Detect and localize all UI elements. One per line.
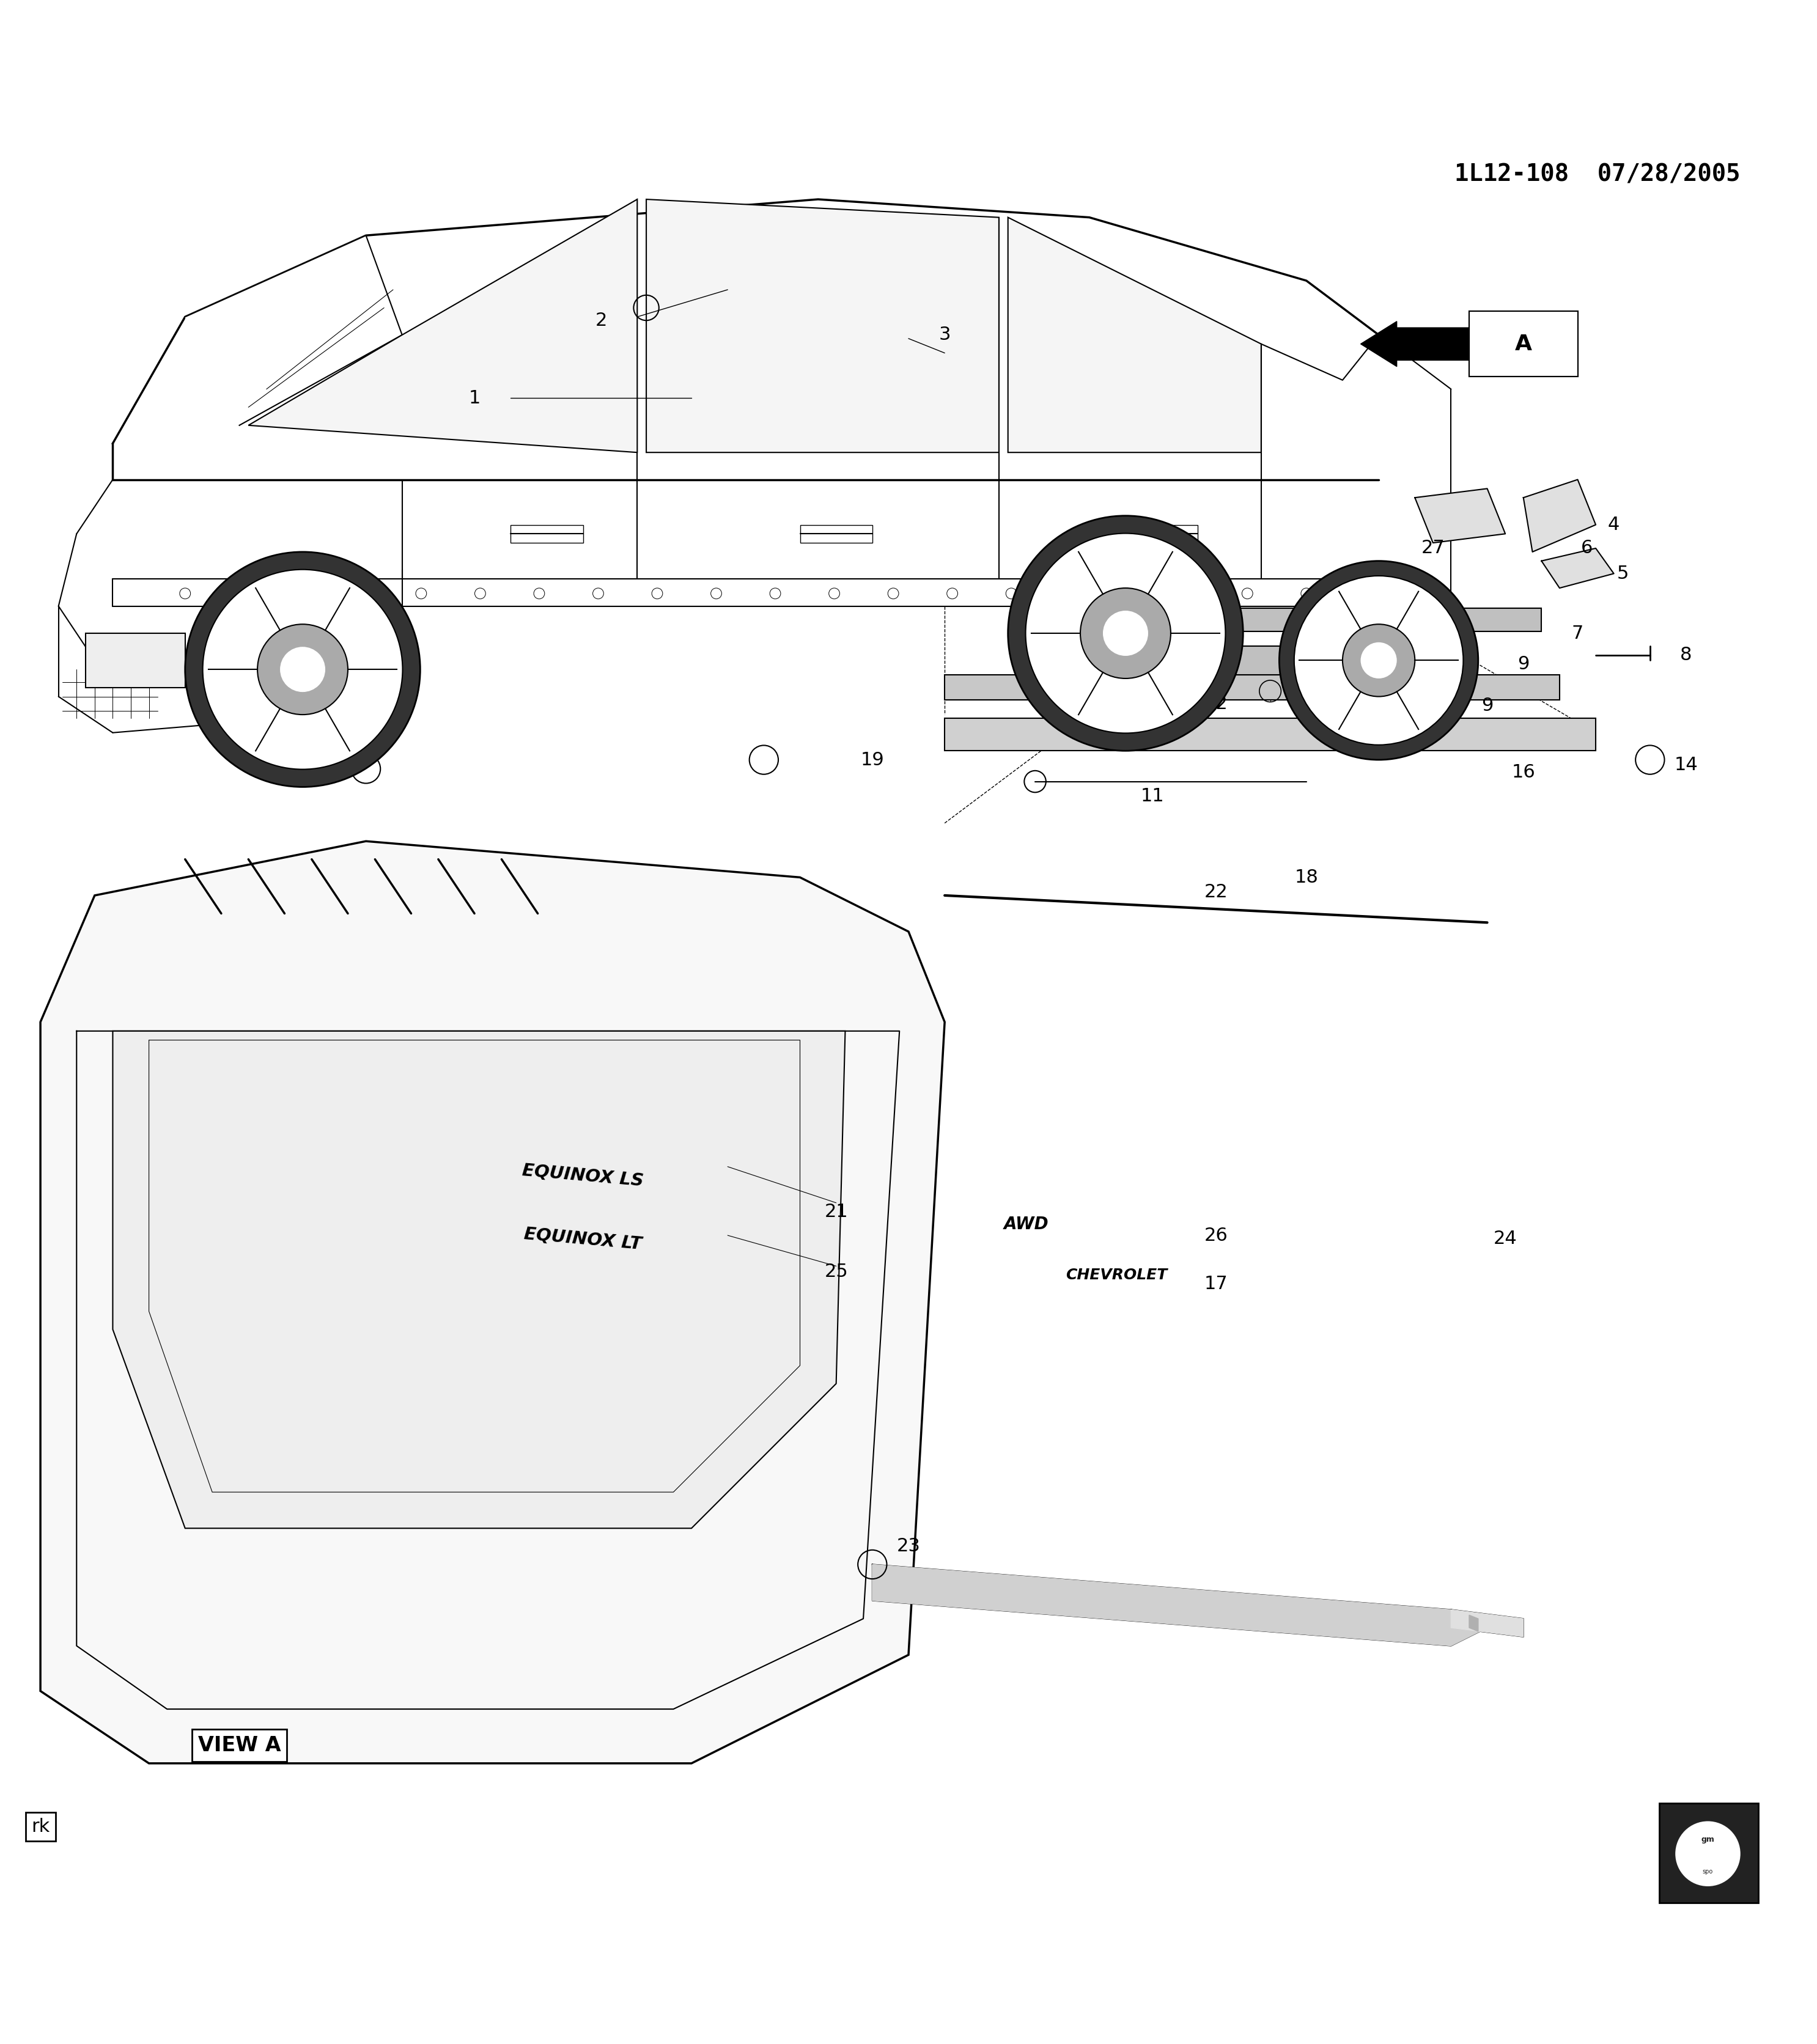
Text: 24: 24 — [1494, 1230, 1517, 1247]
Circle shape — [1025, 533, 1225, 734]
Bar — [1659, 1803, 1759, 1903]
Text: VIEW A: VIEW A — [198, 1735, 282, 1756]
Text: 16: 16 — [1512, 764, 1535, 781]
Text: 25: 25 — [825, 1263, 849, 1280]
Text: 13: 13 — [1348, 652, 1372, 668]
Bar — [1470, 311, 1577, 376]
Text: rk: rk — [31, 1817, 49, 1836]
Text: 12: 12 — [1357, 695, 1381, 713]
Polygon shape — [1541, 548, 1613, 589]
Bar — [1470, 311, 1577, 376]
Text: CHEVROLET: CHEVROLET — [1065, 1267, 1167, 1282]
Text: 5: 5 — [1617, 564, 1628, 583]
Text: gm: gm — [1701, 1836, 1715, 1844]
Circle shape — [204, 570, 403, 769]
Text: 1: 1 — [469, 388, 480, 407]
Circle shape — [1103, 611, 1148, 656]
Text: 23: 23 — [896, 1537, 921, 1555]
Bar — [1125, 525, 1197, 544]
Text: 21: 21 — [825, 1204, 849, 1220]
Text: 19: 19 — [861, 750, 885, 769]
Bar — [511, 525, 583, 544]
Polygon shape — [1452, 1609, 1523, 1637]
Circle shape — [280, 646, 325, 693]
Text: 17: 17 — [1205, 1275, 1228, 1294]
Polygon shape — [113, 1030, 845, 1529]
Text: AWD: AWD — [1003, 1216, 1048, 1233]
Text: 2: 2 — [596, 311, 607, 329]
Polygon shape — [185, 235, 402, 425]
Circle shape — [258, 623, 347, 715]
Text: 20: 20 — [318, 760, 342, 777]
FancyArrow shape — [1361, 321, 1470, 366]
Text: A: A — [1515, 333, 1532, 354]
Polygon shape — [647, 200, 999, 452]
Text: 14: 14 — [1673, 756, 1699, 775]
Polygon shape — [1523, 480, 1595, 552]
Text: 15: 15 — [1439, 703, 1463, 719]
Text: 9: 9 — [1517, 656, 1530, 672]
Text: 9: 9 — [1301, 695, 1312, 713]
Text: 22: 22 — [1205, 883, 1228, 901]
Text: 27: 27 — [1421, 540, 1445, 558]
Circle shape — [1081, 589, 1170, 679]
Bar — [945, 717, 1595, 750]
Bar — [1036, 646, 1397, 675]
Text: 3: 3 — [939, 327, 950, 343]
Polygon shape — [1008, 217, 1261, 452]
Text: 10: 10 — [1096, 730, 1119, 746]
Polygon shape — [1470, 1615, 1479, 1631]
Polygon shape — [872, 1564, 1488, 1645]
Text: 7: 7 — [1572, 623, 1584, 642]
Circle shape — [1294, 576, 1463, 744]
Text: 9: 9 — [1481, 697, 1494, 715]
Circle shape — [1361, 642, 1397, 679]
Text: 11: 11 — [1141, 787, 1165, 805]
Circle shape — [1343, 623, 1415, 697]
Circle shape — [185, 552, 420, 787]
Circle shape — [1279, 560, 1479, 760]
Polygon shape — [40, 842, 945, 1764]
Bar — [945, 675, 1559, 701]
Text: 12: 12 — [1205, 695, 1228, 713]
Bar — [799, 525, 872, 544]
Circle shape — [1675, 1821, 1741, 1887]
Bar — [1125, 607, 1541, 632]
Text: 18: 18 — [1294, 869, 1319, 887]
Text: EQUINOX LT: EQUINOX LT — [523, 1224, 643, 1253]
Text: EQUINOX LS: EQUINOX LS — [521, 1161, 645, 1190]
Polygon shape — [249, 200, 638, 452]
Text: 8: 8 — [1681, 646, 1692, 664]
Bar — [85, 634, 185, 687]
Circle shape — [1008, 515, 1243, 750]
Text: 26: 26 — [1205, 1226, 1228, 1245]
Text: 4: 4 — [1608, 515, 1619, 533]
Polygon shape — [1415, 489, 1504, 544]
Text: spo: spo — [1703, 1868, 1713, 1874]
Text: 6: 6 — [1581, 540, 1594, 558]
Text: 1L12-108  07/28/2005: 1L12-108 07/28/2005 — [1455, 164, 1741, 186]
